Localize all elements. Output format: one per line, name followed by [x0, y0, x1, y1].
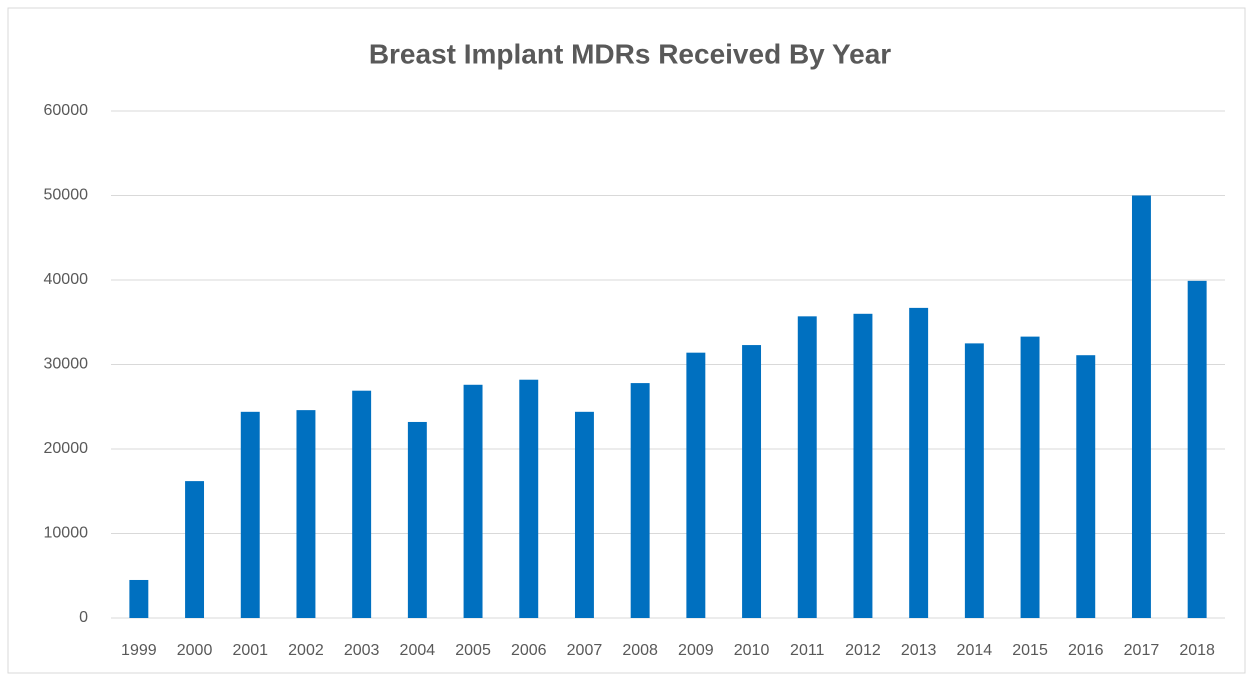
x-tick-label: 2009: [678, 642, 714, 659]
bar: [742, 345, 762, 618]
x-tick-label: 2013: [901, 642, 937, 659]
bar: [519, 379, 539, 618]
x-tick-label: 1999: [121, 642, 157, 659]
bar: [463, 384, 483, 618]
x-tick-label: 2014: [957, 642, 993, 659]
y-tick-label: 10000: [44, 525, 89, 542]
y-tick-label: 20000: [44, 440, 89, 457]
x-tick-label: 2010: [734, 642, 770, 659]
bar: [1020, 336, 1040, 618]
bar: [909, 307, 929, 618]
x-tick-label: 2004: [400, 642, 436, 659]
y-tick-label: 60000: [44, 102, 89, 119]
bar: [1187, 280, 1207, 618]
bar: [296, 410, 316, 618]
chart-title: Breast Implant MDRs Received By Year: [369, 38, 891, 69]
bar: [352, 390, 372, 618]
bar: [240, 411, 260, 618]
x-tick-label: 2011: [790, 642, 825, 659]
bar: [686, 352, 706, 618]
x-tick-label: 2016: [1068, 642, 1104, 659]
y-tick-label: 0: [79, 609, 88, 626]
x-tick-label: 2017: [1124, 642, 1160, 659]
x-tick-label: 2003: [344, 642, 380, 659]
bar: [407, 421, 427, 618]
y-tick-label: 30000: [44, 356, 89, 373]
x-tick-label: 2015: [1012, 642, 1048, 659]
x-tick-label: 2005: [455, 642, 491, 659]
bar: [1076, 355, 1096, 618]
x-tick-label: 2006: [511, 642, 547, 659]
x-tick-label: 2002: [288, 642, 324, 659]
y-tick-label: 50000: [44, 187, 89, 204]
bar: [129, 579, 149, 618]
y-tick-label: 40000: [44, 271, 89, 288]
bar: [797, 316, 817, 618]
x-tick-label: 2018: [1179, 642, 1215, 659]
bar: [1131, 195, 1151, 618]
x-tick-label: 2007: [567, 642, 603, 659]
bar: [630, 383, 650, 618]
x-tick-label: 2000: [177, 642, 213, 659]
x-tick-label: 2008: [622, 642, 658, 659]
bar: [574, 411, 594, 618]
bar: [853, 313, 873, 618]
x-tick-label: 2012: [845, 642, 881, 659]
bar: [185, 481, 205, 618]
bar: [964, 343, 984, 618]
x-tick-label: 2001: [232, 642, 268, 659]
